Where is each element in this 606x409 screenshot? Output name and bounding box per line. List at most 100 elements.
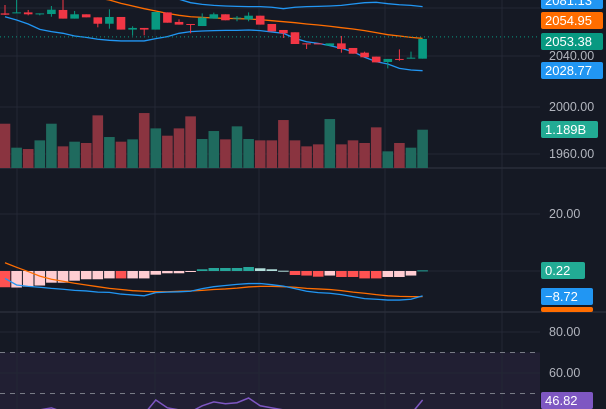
- volume-bar: [417, 129, 428, 168]
- macd-histogram-bar: [359, 271, 370, 279]
- macd-axis-tick: 20.00: [549, 207, 581, 221]
- macd-histogram-bar: [231, 268, 243, 271]
- candle-body: [337, 43, 346, 49]
- candle-body: [0, 13, 10, 15]
- candle-body: [163, 12, 172, 23]
- macd-histogram-bar: [162, 271, 173, 274]
- candle-body: [186, 23, 195, 25]
- volume-bar: [278, 120, 289, 168]
- volume-bar: [370, 127, 382, 168]
- volume-bar: [34, 140, 46, 168]
- candle-body: [151, 11, 161, 30]
- macd-histogram-bar: [254, 268, 266, 271]
- volume-bar: [208, 131, 220, 168]
- macd-histogram-bar: [278, 270, 289, 272]
- candle-body: [325, 43, 335, 46]
- rsi-axis-tick: 80.00: [549, 325, 581, 339]
- volume-bar: [254, 140, 266, 168]
- macd-histogram-bar: [46, 271, 57, 283]
- macd-line: [4, 277, 423, 301]
- macd-signal-tag: [541, 307, 593, 312]
- volume-bar: [220, 139, 231, 168]
- volume-bar: [359, 143, 370, 168]
- candle-body: [371, 56, 381, 63]
- candle-body: [128, 27, 137, 30]
- candle-body: [12, 12, 21, 14]
- candle-body: [70, 14, 79, 19]
- candle-body: [93, 17, 103, 24]
- candle-body: [139, 27, 149, 30]
- volume-bar: [69, 141, 80, 168]
- candle-body: [348, 47, 358, 54]
- macd-histogram-bar: [34, 271, 46, 286]
- volume-bar: [11, 147, 22, 168]
- price-axis-tick: 1960.00: [549, 147, 595, 161]
- volume-bar: [46, 123, 57, 168]
- macd-histogram-bar: [69, 271, 80, 281]
- candle-body: [360, 52, 369, 58]
- bb-lower-tag: 2028.77: [541, 62, 603, 79]
- macd-histogram-bar: [92, 271, 104, 280]
- rsi-tag: 46.82: [541, 392, 593, 409]
- volume-bar: [324, 119, 336, 168]
- volume-bar: [196, 139, 208, 168]
- candle-body: [232, 17, 242, 19]
- candle-body: [255, 15, 265, 25]
- bollinger-upper-line: [179, 0, 423, 10]
- volume-bar: [336, 144, 347, 168]
- macd-histogram-bar: [150, 271, 162, 275]
- candle-body: [302, 43, 311, 45]
- candle-body: [105, 16, 114, 24]
- candle-body: [383, 58, 393, 62]
- bb-upper-tag: 2081.13: [541, 0, 603, 9]
- volume-bar: [347, 140, 359, 168]
- volume-bar: [138, 113, 150, 168]
- macd-histogram-bar: [115, 271, 127, 279]
- macd-histogram-bar: [301, 271, 312, 276]
- candle-body: [244, 15, 253, 20]
- volume-bar: [92, 115, 104, 168]
- macd-histogram-bar: [336, 271, 347, 277]
- volume-bar: [312, 144, 324, 168]
- macd-histogram-bar: [266, 269, 278, 271]
- macd-histogram-bar: [289, 271, 301, 275]
- macd-histogram-bar: [243, 267, 254, 271]
- macd-histogram-bar: [220, 268, 231, 271]
- macd-histogram-bar: [370, 271, 382, 279]
- macd-histogram-bar: [22, 271, 34, 287]
- macd-histogram-bar: [394, 271, 405, 277]
- candle-body: [395, 58, 404, 60]
- bb-basis-tag: 2054.95: [541, 12, 603, 29]
- volume-bar: [405, 147, 417, 168]
- rsi-band-background: [0, 352, 540, 409]
- macd-histogram-bar: [57, 271, 69, 283]
- volume-bar: [173, 128, 185, 168]
- volume-bar: [382, 151, 394, 168]
- bollinger-lower-line: [4, 16, 423, 72]
- candle-body: [81, 14, 91, 18]
- last-price-tag: 2053.38: [541, 33, 603, 50]
- macd-histogram-bar: [347, 271, 359, 277]
- candle-body: [279, 29, 288, 34]
- candle-body: [23, 12, 33, 15]
- candle-body: [406, 57, 416, 59]
- macd-signal-line: [4, 262, 423, 298]
- candle-body: [313, 43, 323, 45]
- volume-bar: [57, 146, 69, 168]
- candle-body: [174, 21, 184, 25]
- macd-line-tag: −8.72: [541, 288, 593, 305]
- price-axis-tick: 2040.00: [549, 49, 595, 63]
- candle-body: [221, 14, 230, 21]
- rsi-axis-tick: 60.00: [549, 366, 581, 380]
- macd-histogram-bar: [405, 271, 417, 276]
- volume-bar: [162, 135, 173, 168]
- candle-body: [290, 32, 300, 45]
- candle-body: [209, 14, 219, 19]
- volume-tag: 1.189B: [541, 121, 598, 138]
- price-axis-tick: 2000.00: [549, 100, 595, 114]
- volume-bar: [115, 141, 127, 168]
- volume-bar: [243, 139, 254, 168]
- macd-histogram-bar: [127, 271, 138, 279]
- macd-histogram-bar: [173, 271, 185, 274]
